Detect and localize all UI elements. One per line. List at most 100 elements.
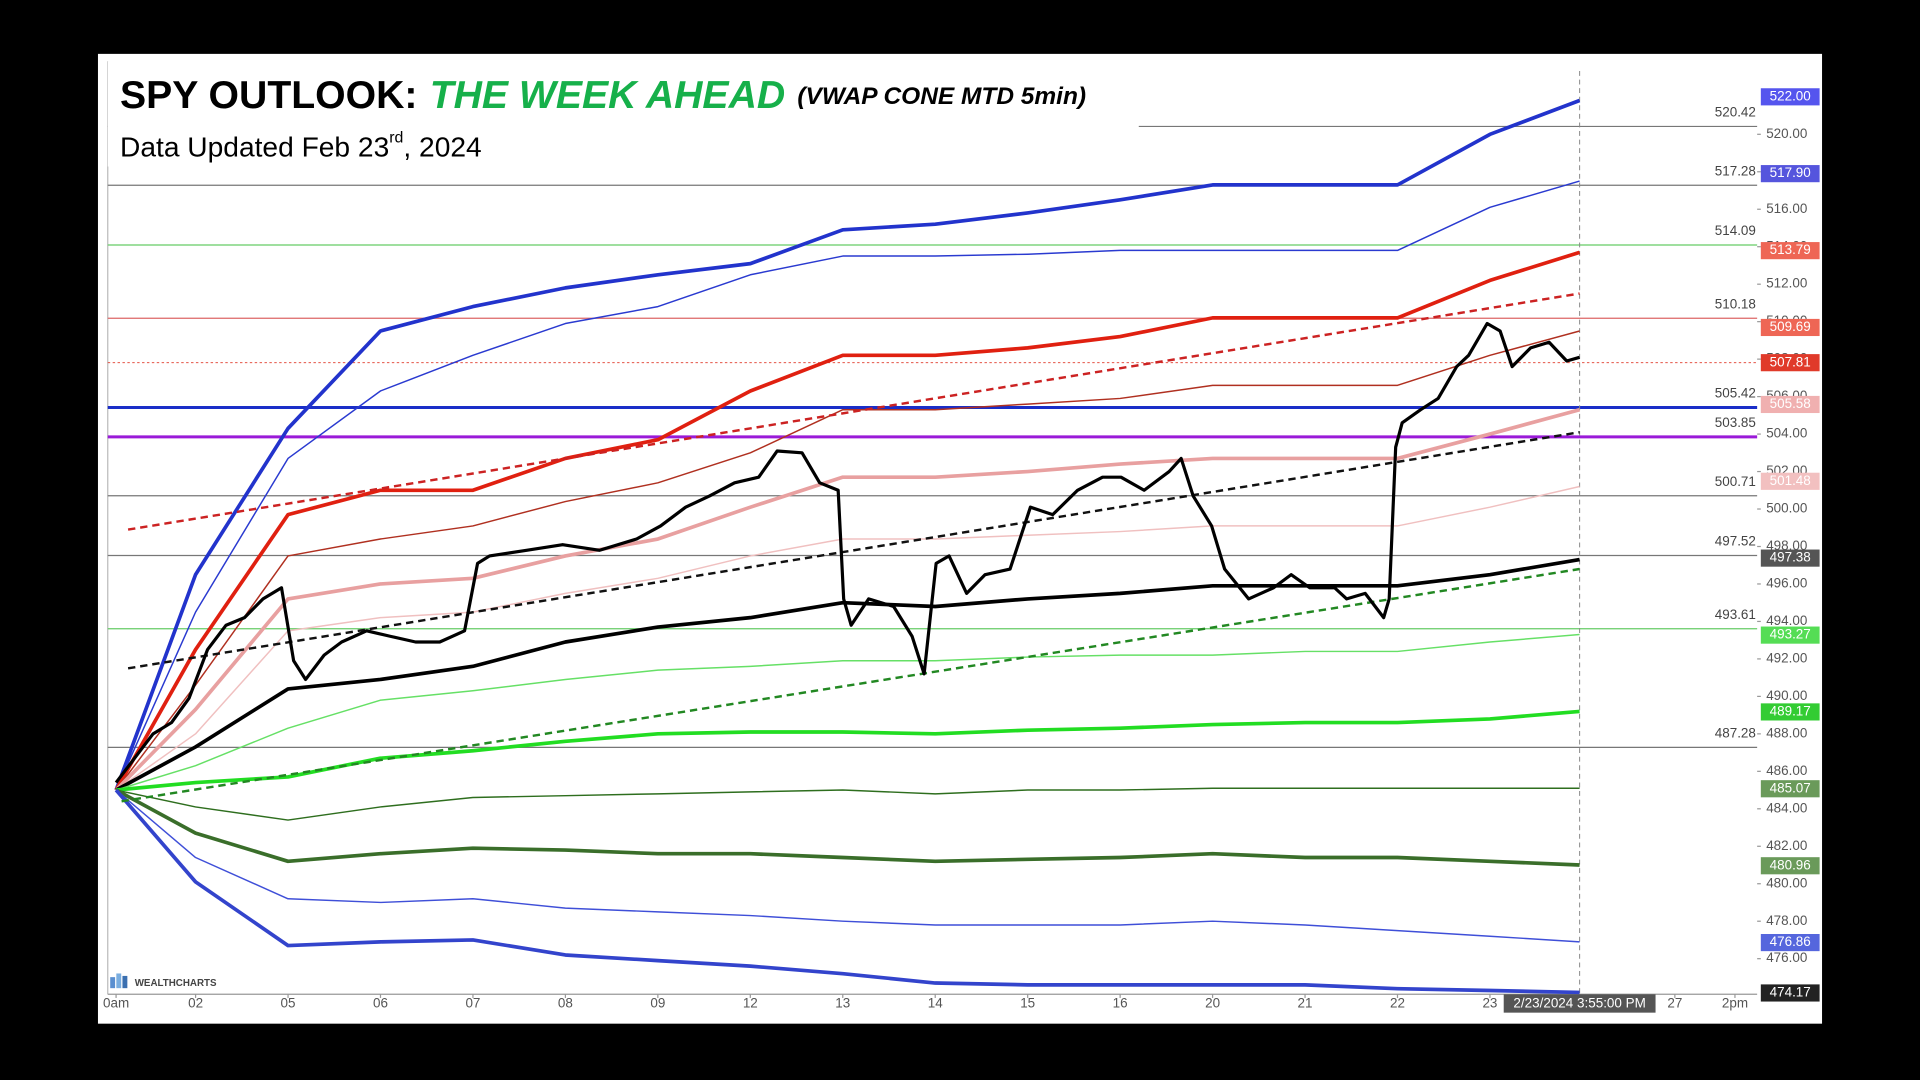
price-tag <box>1760 165 1820 183</box>
price-tag-label: 505.58 <box>1770 396 1811 411</box>
x-tick-label: 08 <box>558 996 573 1011</box>
price-tag-label: 489.17 <box>1770 703 1811 718</box>
price-tag <box>1760 780 1820 798</box>
x-tick-label: 0am <box>103 996 129 1011</box>
chart-title: SPY OUTLOOK: THE WEEK AHEAD (VWAP CONE MTD… <box>120 74 1086 117</box>
y-tick-label: 494.00 <box>1766 613 1807 628</box>
price-tag <box>1760 88 1820 106</box>
x-tick-label: 20 <box>1205 996 1220 1011</box>
price-tag-label: 485.07 <box>1770 780 1811 795</box>
series-line <box>115 330 1580 791</box>
series-line <box>115 557 1580 792</box>
price-tag <box>1760 626 1820 644</box>
price-tag-label: 480.96 <box>1770 857 1811 872</box>
price-tag <box>1760 395 1820 414</box>
y-tick-label: 486.00 <box>1766 763 1807 778</box>
price-tag <box>1760 472 1820 490</box>
y-tick-label: 500.00 <box>1766 501 1807 516</box>
x-tick-label: 23 <box>1482 996 1497 1011</box>
price-tag-label: 501.48 <box>1770 473 1811 488</box>
title-box <box>107 61 1139 167</box>
level-label: 487.28 <box>1715 725 1756 740</box>
price-tag <box>1760 549 1820 567</box>
y-tick-label: 520.00 <box>1766 126 1807 141</box>
price-tag-label: 497.38 <box>1770 550 1811 565</box>
price-tag <box>1760 318 1820 337</box>
price-tag <box>1760 934 1820 952</box>
x-tick-label: 2pm <box>1722 996 1748 1011</box>
level-label: 517.28 <box>1715 163 1756 178</box>
y-tick-label: 490.00 <box>1766 688 1807 703</box>
title-highlight: THE WEEK AHEAD <box>430 74 785 117</box>
x-tick-label: 22 <box>1390 996 1405 1011</box>
level-label: 520.42 <box>1715 105 1756 120</box>
watermark: WEALTHCHARTS <box>135 978 217 989</box>
title-main: SPY OUTLOOK: <box>120 74 417 117</box>
subtitle-main: Data Updated Feb 23 <box>120 132 389 163</box>
level-label: 493.61 <box>1715 607 1756 622</box>
price-tag <box>1760 703 1820 721</box>
watermark-logo <box>110 973 128 989</box>
price-tag-label: 522.00 <box>1770 88 1811 103</box>
y-tick-label: 484.00 <box>1766 800 1807 815</box>
x-tick-label: 15 <box>1020 996 1035 1011</box>
series-line <box>114 788 1580 995</box>
price-line-series <box>114 321 1581 784</box>
price-tag <box>1760 984 1820 1002</box>
x-tick-label: 02 <box>188 996 203 1011</box>
y-tick-label: 512.00 <box>1766 276 1807 291</box>
y-tick-label: 476.00 <box>1766 950 1807 965</box>
series-line <box>114 250 1581 791</box>
level-label: 503.85 <box>1715 415 1756 430</box>
level-label: 510.18 <box>1715 296 1756 311</box>
x-tick-label: 21 <box>1298 996 1313 1011</box>
series-line <box>115 485 1580 791</box>
y-tick-label: 478.00 <box>1766 913 1807 928</box>
level-label: 497.52 <box>1715 534 1756 549</box>
x-tick-label: 14 <box>928 996 943 1011</box>
price-tag-label: 509.69 <box>1770 319 1811 334</box>
title-note: (VWAP CONE MTD 5min) <box>797 83 1086 110</box>
price-tag-label: 474.17 <box>1770 985 1811 1000</box>
series-line <box>115 180 1580 791</box>
level-label: 500.71 <box>1715 474 1756 489</box>
x-tick-label: 09 <box>650 996 665 1011</box>
price-tag-label: 493.27 <box>1770 627 1811 642</box>
subtitle-end: , 2024 <box>403 132 481 163</box>
subtitle: Data Updated Feb 23rd, 2024 <box>120 130 482 163</box>
series-line <box>127 292 1580 531</box>
series-line <box>115 789 1580 943</box>
crosshair-box <box>1503 994 1656 1013</box>
y-tick-label: 516.00 <box>1766 201 1807 216</box>
price-tag <box>1760 857 1820 875</box>
x-tick-label: 27 <box>1667 996 1682 1011</box>
series-line <box>121 567 1580 803</box>
y-tick-label: 496.00 <box>1766 576 1807 591</box>
series-line <box>114 407 1581 792</box>
price-tag-label: 513.79 <box>1770 242 1811 257</box>
price-tag-label: 517.90 <box>1770 165 1811 180</box>
y-tick-label: 492.00 <box>1766 650 1807 665</box>
y-tick-label: 480.00 <box>1766 875 1807 890</box>
frame <box>97 53 1823 1024</box>
subtitle-sup: rd <box>389 130 403 147</box>
y-tick-label: 504.00 <box>1766 426 1807 441</box>
price-tag <box>1760 354 1820 372</box>
series-line <box>115 709 1580 792</box>
series-line <box>115 788 1580 867</box>
price-tag <box>1760 242 1820 260</box>
price-tag-label: 476.86 <box>1770 934 1811 949</box>
y-tick-label: 498.00 <box>1766 538 1807 553</box>
series-line <box>115 787 1580 821</box>
series-line <box>114 98 1581 791</box>
x-tick-label: 13 <box>835 996 850 1011</box>
y-tick-label: 488.00 <box>1766 725 1807 740</box>
x-tick-label: 07 <box>465 996 480 1011</box>
level-label: 505.42 <box>1715 386 1756 401</box>
price-tag-label: 507.81 <box>1770 354 1811 369</box>
series-line <box>115 633 1580 791</box>
crosshair-label: 2/23/2024 3:55:00 PM <box>1513 996 1645 1011</box>
x-tick-label: 12 <box>743 996 758 1011</box>
